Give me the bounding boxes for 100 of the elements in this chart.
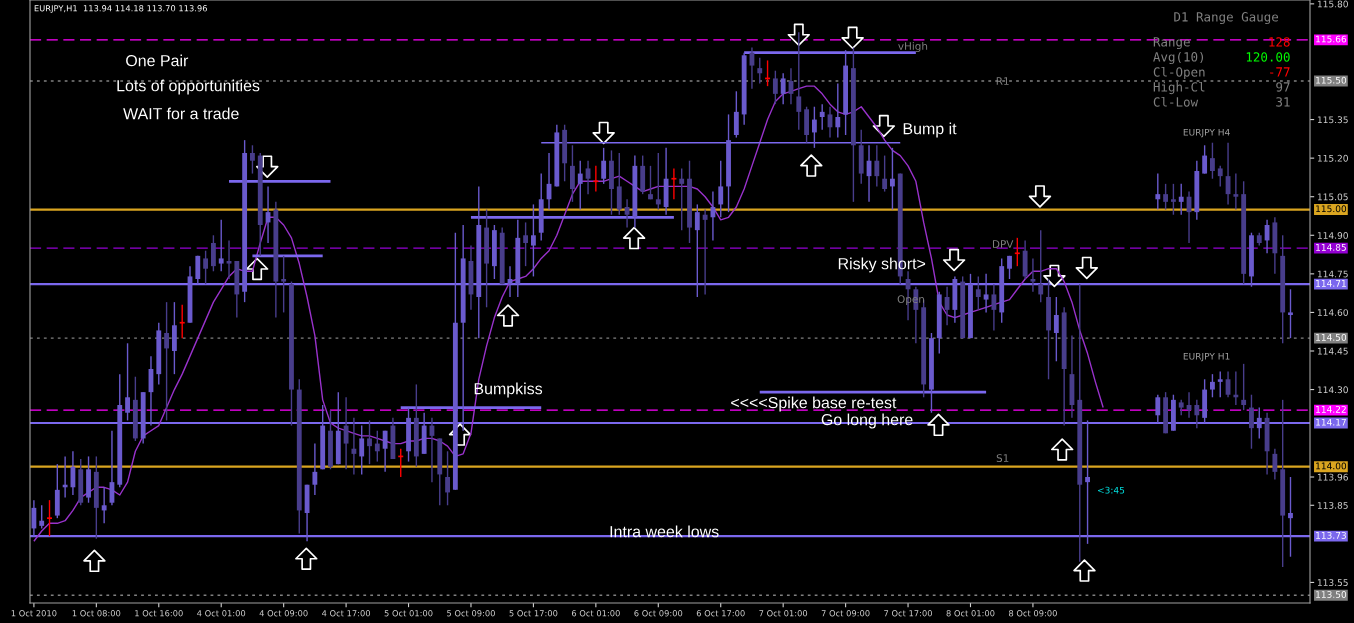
- ref-line-label: 113.73: [1316, 531, 1346, 539]
- candlestick: [1256, 406, 1262, 440]
- y-tick-label: 114.75: [1317, 270, 1348, 278]
- ref-line-label: 114.17: [1316, 418, 1346, 426]
- candlestick: [250, 144, 255, 175]
- x-tick-label: 8 Oct 01:00: [946, 610, 995, 617]
- candlestick: [835, 82, 841, 139]
- x-tick-label: 6 Oct 09:00: [634, 610, 683, 617]
- candlestick: [125, 342, 130, 422]
- x-tick-label: 7 Oct 09:00: [821, 610, 870, 617]
- candlestick: [226, 239, 232, 280]
- candlestick: [203, 250, 209, 285]
- candlestick: [351, 417, 357, 476]
- candlestick: [780, 72, 786, 105]
- candlestick: [1194, 399, 1200, 429]
- candlestick: [1155, 172, 1161, 211]
- candlestick: [1155, 394, 1161, 424]
- candlestick: [164, 301, 169, 422]
- candlestick: [1030, 257, 1036, 293]
- candlestick: [1053, 296, 1059, 362]
- candlestick: [983, 273, 989, 314]
- annotation: Intra week lows: [610, 525, 719, 538]
- annotation: 120.00: [1246, 52, 1290, 62]
- candlestick: [890, 147, 895, 211]
- candlestick: [218, 219, 224, 272]
- x-tick-label: 4 Oct 17:00: [321, 610, 371, 617]
- x-tick-label: 1 Oct 16:00: [135, 610, 183, 617]
- annotation: vHigh: [898, 41, 928, 53]
- y-tick-label: 115.20: [1317, 154, 1348, 162]
- candlestick: [1233, 172, 1239, 211]
- ref-line-label: 115.00: [1316, 205, 1347, 213]
- candlestick: [31, 499, 37, 537]
- ref-line-label: 114.22: [1316, 405, 1346, 413]
- x-tick-label: 4 Oct 01:00: [197, 610, 246, 617]
- candlestick: [1163, 183, 1169, 211]
- candlestick: [1171, 183, 1176, 216]
- annotation: R1: [996, 77, 1009, 85]
- y-tick-label: 114.30: [1317, 386, 1348, 394]
- ref-line-label: 114.50: [1316, 333, 1347, 341]
- ref-line-label: 114.71: [1316, 280, 1346, 287]
- annotation: Avg(10): [1153, 51, 1204, 65]
- annotation: One Pair: [126, 54, 189, 67]
- candlestick: [523, 221, 529, 267]
- ref-line-label: 114.85: [1316, 243, 1346, 251]
- x-tick-label: 8 Oct 09:00: [1008, 610, 1057, 617]
- candlestick: [343, 396, 349, 470]
- y-tick-label: 114.60: [1317, 309, 1348, 316]
- y-tick-label: 114.90: [1317, 232, 1348, 239]
- annotation: -77: [1270, 67, 1290, 77]
- annotation: DPV: [992, 240, 1014, 248]
- annotation: Risky short>: [838, 257, 926, 273]
- annotation: D1 Range Gauge: [1174, 12, 1279, 25]
- x-tick-label: 5 Oct 17:00: [509, 610, 558, 617]
- y-tick-label: 114.45: [1317, 347, 1348, 355]
- candlestick: [1249, 394, 1254, 450]
- candlestick: [1288, 288, 1293, 339]
- candlestick: [382, 430, 388, 473]
- annotation: Cl-Open: [1153, 66, 1205, 80]
- x-tick-label: 7 Oct 01:00: [759, 610, 808, 617]
- x-tick-label: 6 Oct 01:00: [571, 610, 620, 617]
- candlestick: [1272, 448, 1278, 481]
- candlestick: [601, 147, 607, 185]
- candlestick: [1210, 373, 1215, 398]
- annotation: <3:45: [1098, 486, 1125, 494]
- ref-line-label: 115.50: [1316, 76, 1347, 84]
- candlestick: [679, 167, 685, 231]
- ref-line-label: 113.50: [1316, 591, 1347, 598]
- candlestick: [1217, 165, 1223, 188]
- candlestick: [577, 160, 583, 211]
- candlestick: [718, 160, 724, 218]
- candlestick: [281, 255, 287, 314]
- candlestick: [772, 70, 778, 105]
- candlestick: [1202, 144, 1208, 175]
- candlestick: [211, 234, 216, 272]
- annotation: EURJPY H1: [1183, 352, 1230, 362]
- candlestick: [975, 275, 981, 311]
- y-tick-label: 115.35: [1317, 116, 1348, 124]
- annotation: EURJPY H4: [1183, 128, 1230, 138]
- y-tick-label: 113.55: [1317, 579, 1348, 586]
- x-tick-label: 4 Oct 09:00: [259, 610, 308, 617]
- candlestick: [616, 152, 622, 216]
- x-tick-label: 5 Oct 01:00: [384, 610, 433, 617]
- annotation: 128: [1269, 37, 1290, 47]
- candlestick: [1013, 237, 1021, 267]
- annotation: <<<<Spike base re-test: [731, 396, 897, 412]
- candlestick: [819, 103, 825, 131]
- y-tick-label: 115.05: [1317, 193, 1348, 201]
- candlestick: [811, 106, 817, 149]
- candlestick: [1217, 370, 1223, 398]
- candlestick: [670, 167, 678, 200]
- annotation: EURJPY,H1 113.94 114.18 113.70 113.96: [34, 5, 208, 13]
- candlestick: [39, 504, 45, 530]
- candlestick: [195, 255, 201, 285]
- x-tick-label: 5 Oct 09:00: [447, 610, 495, 617]
- candlestick: [702, 208, 708, 296]
- candlestick: [694, 203, 700, 298]
- annotation: Cl-Low: [1153, 96, 1199, 107]
- candlestick: [531, 203, 536, 278]
- candlestick: [648, 165, 653, 200]
- ref-line-label: 115.66: [1316, 35, 1347, 43]
